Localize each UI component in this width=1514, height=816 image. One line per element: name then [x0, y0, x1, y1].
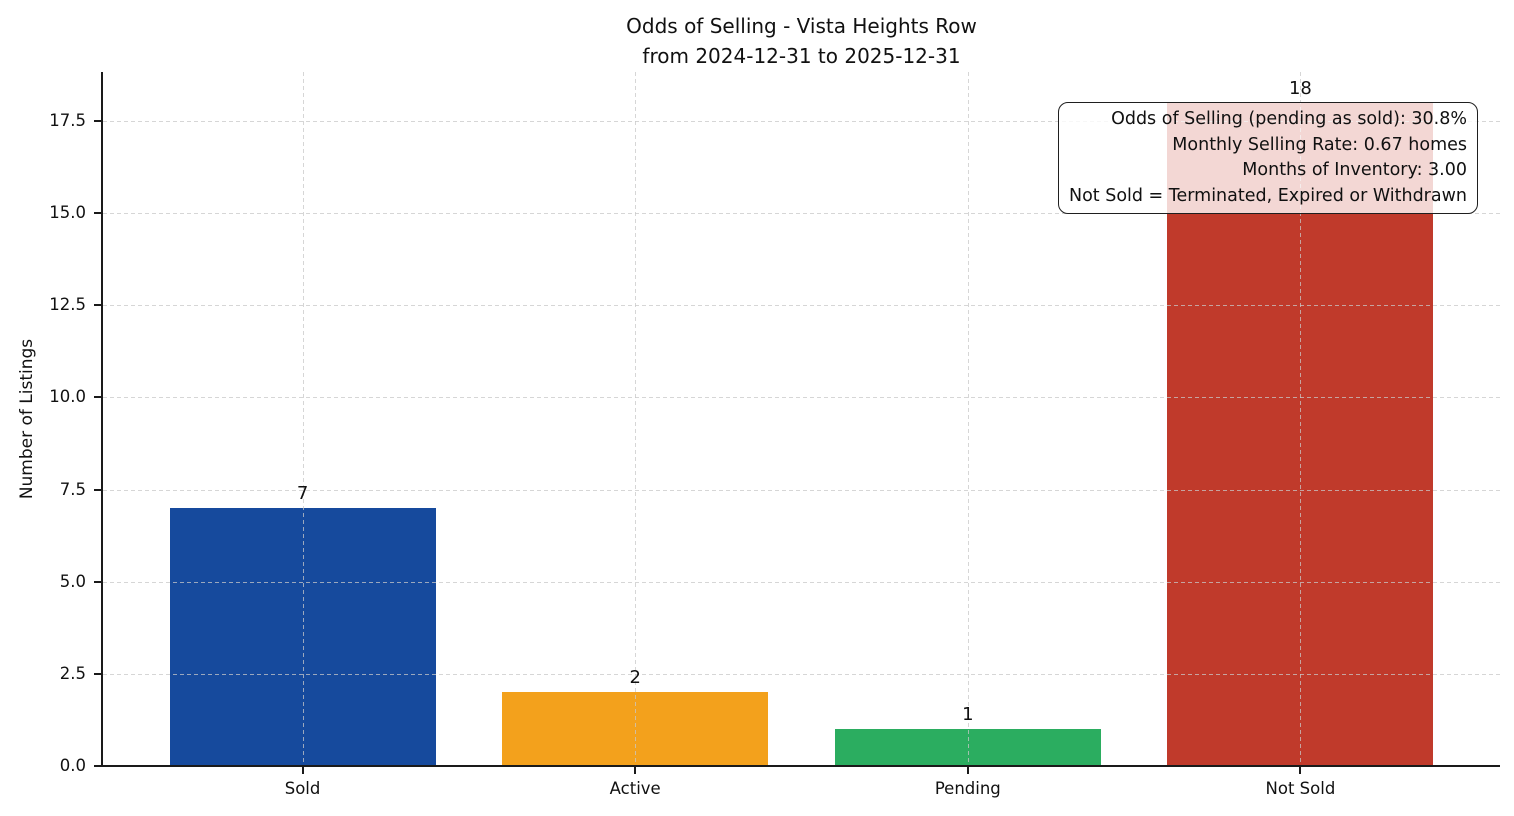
y-tick-mark: [94, 765, 102, 767]
v-gridline: [967, 72, 969, 766]
y-tick-label: 15.0: [49, 203, 86, 223]
v-gridline: [302, 72, 304, 766]
y-axis-spine: [101, 72, 103, 767]
chart-title-block: Odds of Selling - Vista Heights Row from…: [103, 11, 1500, 71]
bar-value-label: 7: [296, 483, 309, 504]
annotation-line: Odds of Selling (pending as sold): 30.8%: [1111, 109, 1467, 129]
h-gridline: [103, 673, 1500, 675]
x-tick-label: Pending: [934, 779, 1001, 798]
y-tick-label: 7.5: [59, 479, 86, 499]
x-tick-mark: [634, 766, 637, 774]
y-tick-mark: [94, 120, 102, 123]
annotation-line: Months of Inventory: 3.00: [1242, 160, 1467, 180]
h-gridline: [103, 213, 1500, 215]
chart-subtitle: from 2024-12-31 to 2025-12-31: [642, 44, 961, 68]
y-tick-mark: [94, 580, 102, 583]
y-tick-mark: [94, 488, 102, 491]
x-tick-mark: [966, 766, 969, 774]
y-tick-label: 17.5: [49, 111, 86, 131]
y-axis-label: Number of Listings: [17, 338, 37, 500]
v-gridline: [1300, 72, 1302, 766]
y-tick-label: 5.0: [59, 571, 86, 591]
y-tick-mark: [94, 212, 102, 215]
h-gridline: [103, 489, 1500, 491]
x-tick-label: Sold: [284, 779, 321, 798]
bar-value-label: 1: [962, 704, 974, 726]
y-tick-label: 0.0: [59, 756, 86, 775]
y-tick-mark: [94, 396, 102, 399]
bar-value-label: 18: [1288, 77, 1312, 99]
y-tick-mark: [94, 304, 102, 307]
annotation-line: Monthly Selling Rate: 0.67 homes: [1172, 134, 1467, 155]
x-tick-mark: [301, 766, 304, 774]
h-gridline: [103, 121, 1500, 123]
y-tick-label: 2.5: [59, 663, 86, 683]
bar-value-label: 2: [629, 667, 641, 689]
chart-title: Odds of Selling - Vista Heights Row: [626, 14, 977, 38]
x-axis-spine: [101, 765, 1500, 767]
y-tick-label: 12.5: [49, 295, 86, 315]
h-gridline: [103, 581, 1500, 583]
x-tick-label: Not Sold: [1265, 779, 1336, 798]
annotation-line: Not Sold = Terminated, Expired or Withdr…: [1068, 185, 1467, 206]
y-tick-mark: [94, 672, 102, 675]
x-tick-label: Active: [609, 779, 661, 798]
v-gridline: [635, 72, 637, 766]
y-tick-label: 10.0: [49, 387, 86, 407]
x-tick-mark: [1299, 766, 1302, 774]
h-gridline: [103, 305, 1500, 307]
annotation-box: Odds of Selling (pending as sold): 30.8%…: [1057, 102, 1478, 214]
h-gridline: [103, 397, 1500, 399]
